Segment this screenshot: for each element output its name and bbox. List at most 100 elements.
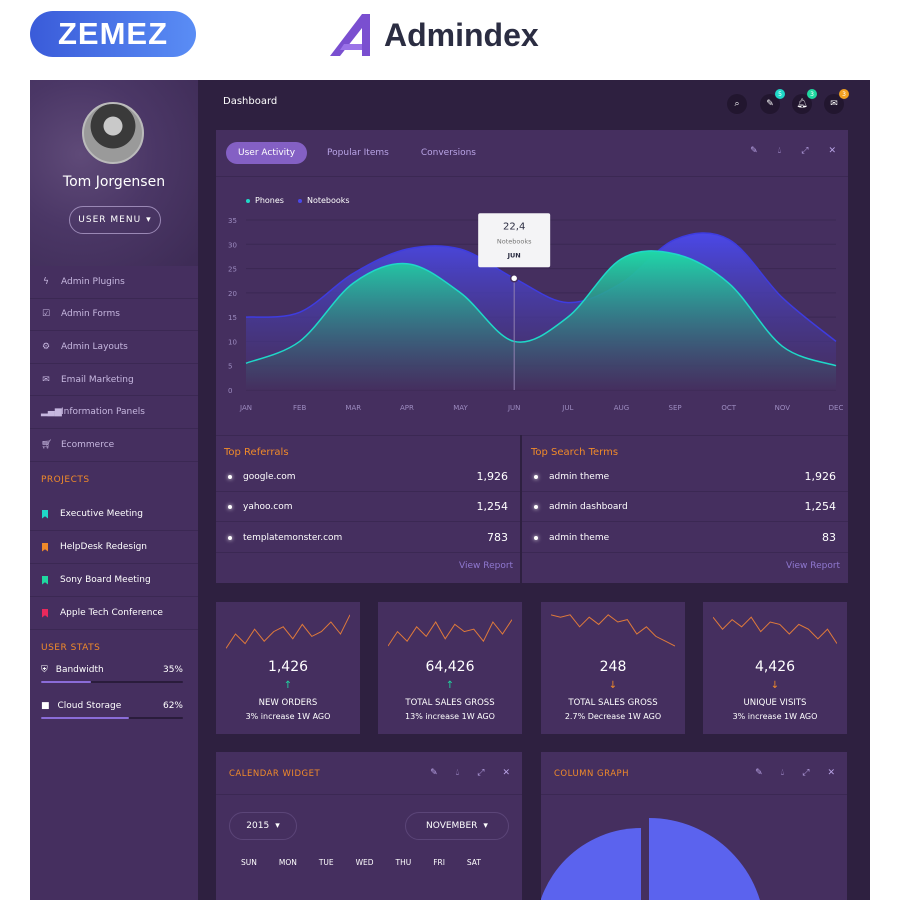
legend-swatch [297, 198, 302, 203]
legend-item-notebooks[interactable]: Notebooks [297, 196, 350, 205]
x-tick-label: JUL [561, 404, 573, 412]
list-item[interactable]: templatemonster.com 783 [216, 523, 520, 553]
chat-icon[interactable]: ✉ 3 [824, 89, 849, 114]
year-select[interactable]: 2015 ▾ [229, 812, 297, 840]
sparkline-path [551, 614, 675, 647]
kpi-subtext: 2.7% Decrease 1W AGO [564, 712, 662, 721]
list-item[interactable]: yahoo.com 1,254 [216, 492, 520, 522]
project-sony-board-meeting[interactable]: Sony Board Meeting [30, 564, 198, 597]
project-helpdesk-redesign[interactable]: HelpDesk Redesign [30, 531, 198, 564]
referral-label: templatemonster.com [243, 532, 343, 543]
user-menu-button[interactable]: USER MENU ▾ [69, 206, 161, 234]
color-drop-icon[interactable]: 💧︎ [780, 768, 785, 778]
series-area-phones [246, 250, 836, 390]
weekday-label: FRI [433, 858, 445, 867]
wand-icon[interactable]: ✎ 5 [760, 89, 785, 114]
month-value: NOVEMBER [426, 821, 478, 831]
weekday-label: THU [395, 858, 412, 867]
admindex-logo-icon [330, 14, 370, 56]
expand-icon[interactable]: ⤢ [802, 768, 810, 778]
bookmark-icon [42, 542, 48, 552]
list-item[interactable]: google.com 1,926 [216, 462, 520, 492]
top-referrals-title: Top Referrals [224, 447, 289, 458]
column-graph-title: COLUMN GRAPH [554, 769, 630, 779]
project-label: HelpDesk Redesign [60, 542, 147, 552]
y-tick-label: 25 [228, 266, 237, 274]
y-tick-label: 35 [228, 217, 237, 225]
weekday-label: SUN [241, 858, 257, 867]
marketing-banner: ZEMEZ Admindex [0, 0, 900, 80]
list-item[interactable]: admin theme 83 [522, 523, 848, 553]
color-drop-icon[interactable]: 💧︎ [455, 768, 460, 778]
tab-user-activity[interactable]: User Activity [226, 142, 308, 164]
arrow-down-icon: ↓ [770, 680, 780, 691]
sidebar-item-ecommerce[interactable]: 🛒︎ Ecommerce [30, 429, 198, 462]
view-report-link[interactable]: View Report [786, 561, 841, 571]
panel-tools: ✎ 💧︎ ⤢ ✕ [430, 768, 510, 778]
kpi-card-total-sales-gross-2: 248 ↓ TOTAL SALES GROSS 2.7% Decrease 1W… [541, 602, 685, 734]
project-apple-tech-conference[interactable]: Apple Tech Conference [30, 597, 198, 630]
close-icon[interactable]: ✕ [502, 768, 510, 778]
profile-card: Tom Jorgensen USER MENU ▾ [30, 80, 198, 266]
sidebar-item-admin-forms[interactable]: ☑ Admin Forms [30, 299, 198, 332]
project-executive-meeting[interactable]: Executive Meeting [30, 498, 198, 531]
activity-tabs: User Activity Popular Items Conversions [226, 142, 496, 164]
kpi-label: UNIQUE VISITS [743, 698, 807, 708]
sidebar-item-label: Email Marketing [61, 374, 134, 385]
close-icon[interactable]: ✕ [827, 768, 835, 778]
user-name: Tom Jorgensen [62, 174, 166, 190]
kpi-subtext: 3% increase 1W AGO [245, 712, 331, 721]
notification-badge: 3 [807, 89, 817, 99]
kpi-label: NEW ORDERS [258, 698, 318, 708]
kpi-card-unique-visits: 4,426 ↓ UNIQUE VISITS 3% increase 1W AGO [703, 602, 847, 734]
sidebar-item-label: Admin Forms [61, 309, 120, 320]
tab-conversions[interactable]: Conversions [420, 148, 476, 158]
square-icon: ■ [41, 701, 50, 711]
close-icon[interactable]: ✕ [828, 146, 836, 156]
sidebar-item-admin-plugins[interactable]: ϟ Admin Plugins [30, 266, 198, 299]
view-report-link[interactable]: View Report [459, 561, 514, 571]
x-tick-label: MAR [345, 404, 361, 412]
sidebar-item-information-panels[interactable]: ▂▄▆ Information Panels [30, 396, 198, 429]
edit-icon[interactable]: ✎ [750, 146, 758, 156]
divider [216, 176, 848, 177]
weekday-header: SUN MON TUE WED THU FRI SAT [241, 858, 481, 867]
legend-item-phones[interactable]: Phones [246, 196, 284, 205]
progress-bar [41, 717, 183, 719]
list-item[interactable]: admin theme 1,926 [522, 462, 848, 492]
y-tick-label: 15 [228, 314, 237, 322]
month-select[interactable]: NOVEMBER ▾ [405, 812, 509, 840]
expand-icon[interactable]: ⤢ [477, 768, 485, 778]
kpi-value: 1,426 [267, 659, 309, 675]
sidebar-item-email-marketing[interactable]: ✉ Email Marketing [30, 364, 198, 397]
search-icon[interactable]: ⌕ [727, 94, 747, 114]
arrow-down-icon: ↓ [608, 680, 618, 691]
tooltip-series: Notebooks [497, 237, 532, 245]
tab-popular-items[interactable]: Popular Items [327, 148, 389, 158]
list-item[interactable]: admin dashboard 1,254 [522, 492, 848, 522]
sidebar-item-admin-layouts[interactable]: ⚙ Admin Layouts [30, 331, 198, 364]
x-tick-label: SEP [669, 404, 682, 412]
stat-bandwidth: ⛨ Bandwidth 35% [41, 665, 183, 683]
kpi-subtext: 3% increase 1W AGO [732, 712, 818, 721]
color-drop-icon[interactable]: 💧︎ [777, 146, 782, 156]
y-tick-label: 30 [228, 241, 237, 249]
stat-label: Bandwidth [55, 665, 104, 675]
avatar[interactable] [82, 102, 144, 164]
caret-down-icon: ▾ [146, 215, 152, 225]
expand-icon[interactable]: ⤢ [801, 146, 809, 156]
x-tick-label: FEB [293, 404, 306, 412]
edit-icon[interactable]: ✎ [430, 768, 438, 778]
weekday-label: SAT [466, 858, 481, 867]
bell-icon[interactable]: 🔔︎ 3 [792, 89, 817, 114]
admin-dashboard-window: Tom Jorgensen USER MENU ▾ ϟ Admin Plugins… [30, 80, 870, 900]
kpi-value: 248 [599, 659, 627, 675]
top-referrals-panel: Top Referrals google.com 1,926 yahoo.com 1… [216, 435, 520, 583]
x-tick-label: DEC [829, 404, 844, 412]
search-term-value: 83 [822, 531, 836, 544]
sidebar-item-label: Admin Plugins [61, 276, 125, 287]
arrow-up-icon: ↑ [283, 680, 293, 691]
notification-badge: 5 [775, 89, 785, 99]
weekday-label: MON [278, 858, 297, 867]
edit-icon[interactable]: ✎ [755, 768, 763, 778]
